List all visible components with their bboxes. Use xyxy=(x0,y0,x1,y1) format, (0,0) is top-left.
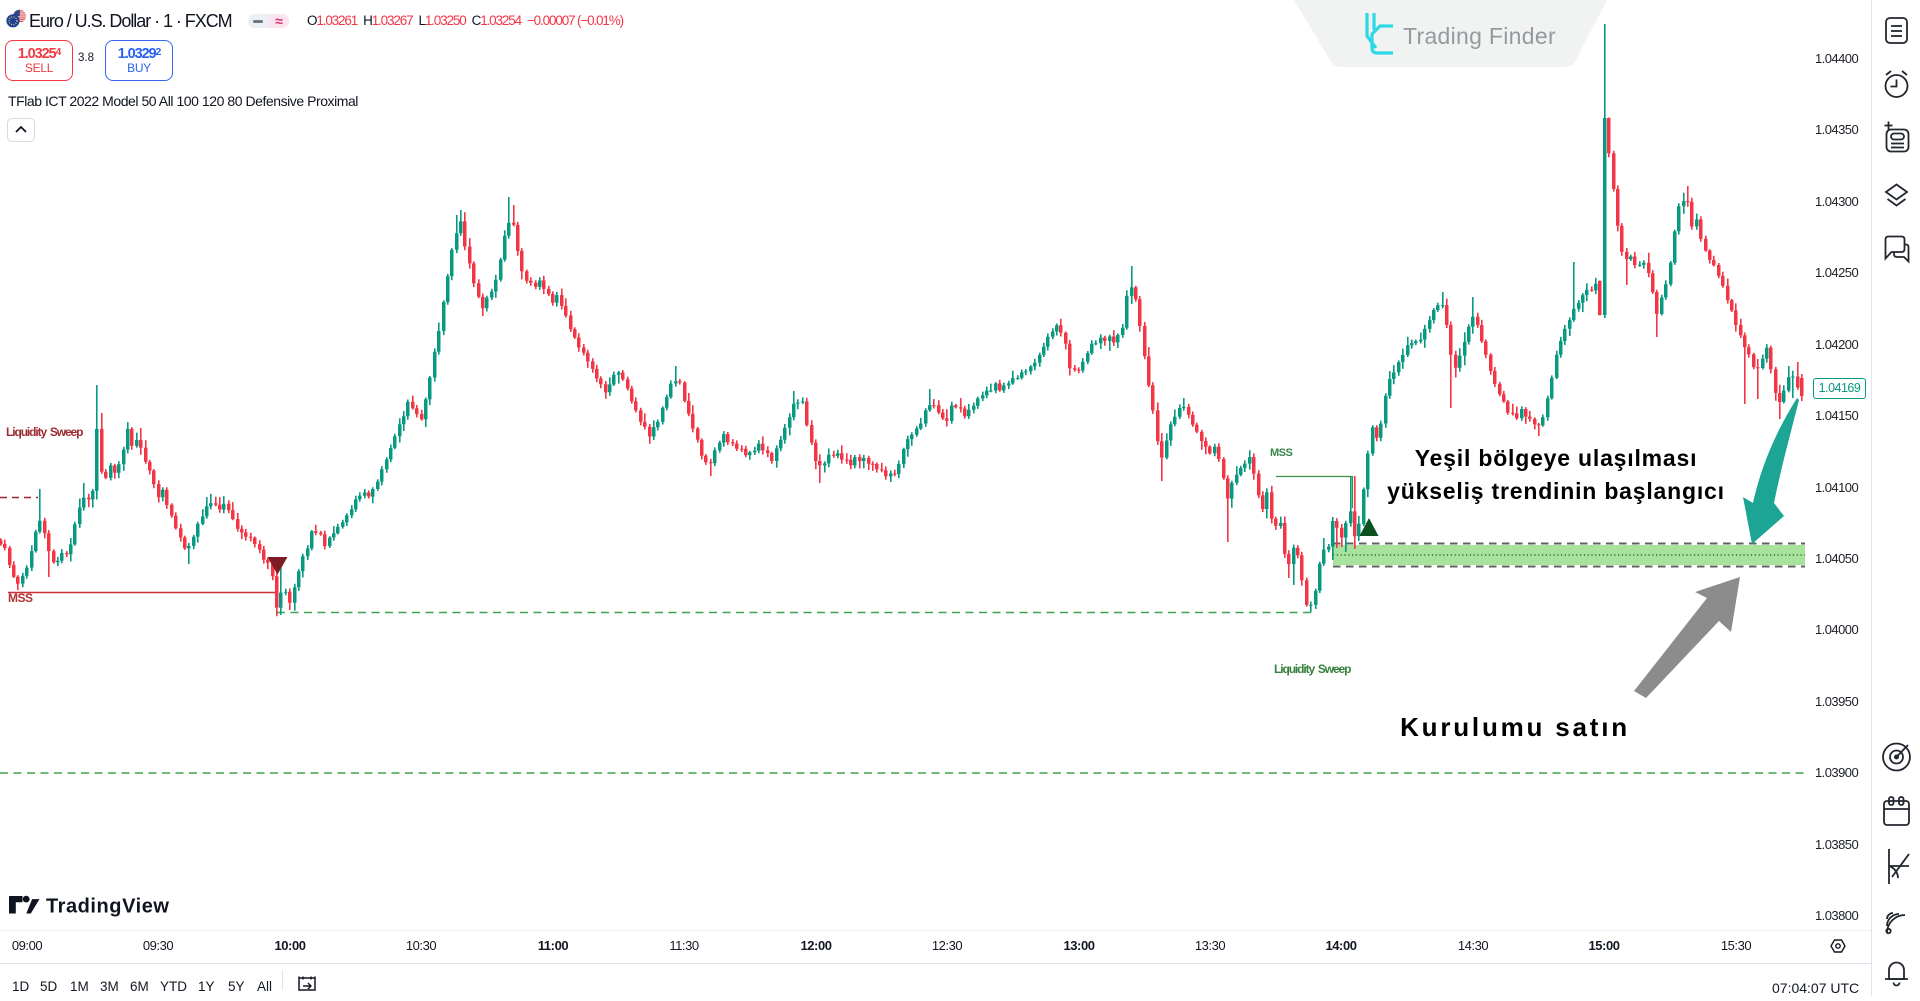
svg-text:Liquidity Sweep: Liquidity Sweep xyxy=(6,425,83,439)
svg-text:Yeşil bölgeye ulaşılması: Yeşil bölgeye ulaşılması xyxy=(1415,445,1698,471)
svg-text:Trading Finder: Trading Finder xyxy=(1403,23,1556,49)
svg-text:Kurulumu satın: Kurulumu satın xyxy=(1400,712,1630,742)
svg-text:yükseliş trendinin başlangıcı: yükseliş trendinin başlangıcı xyxy=(1387,478,1725,504)
svg-text:Liquidity Sweep: Liquidity Sweep xyxy=(1274,662,1351,676)
svg-text:MSS: MSS xyxy=(1270,447,1293,459)
svg-text:MSS: MSS xyxy=(8,591,33,605)
svg-text:TradingView: TradingView xyxy=(46,896,170,918)
